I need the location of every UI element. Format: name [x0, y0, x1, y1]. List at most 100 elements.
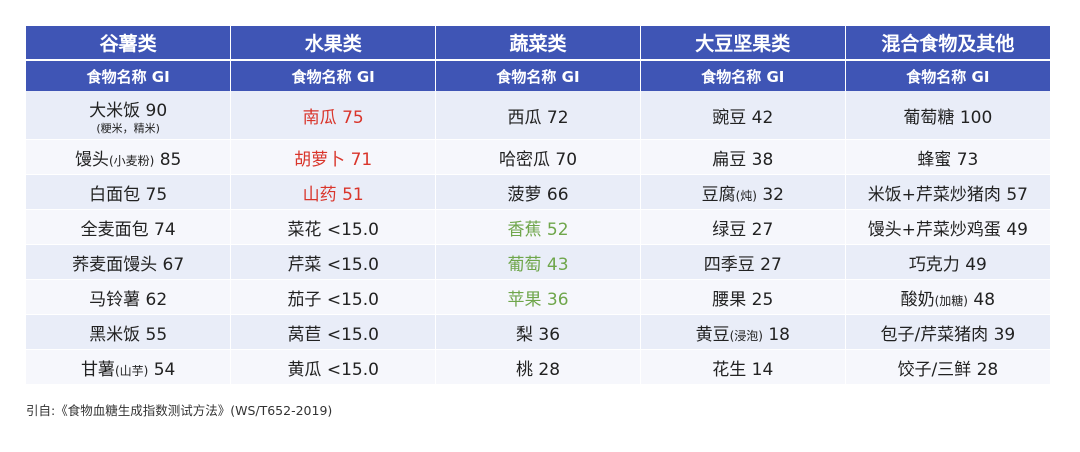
category-header: 谷薯类 [26, 26, 232, 60]
food-cell: 酸奶(加糖) 48 [845, 279, 1050, 315]
food-cell: 西瓜 72 [435, 91, 641, 140]
food-name: 香蕉 [507, 219, 542, 240]
gi-value: 67 [162, 254, 185, 275]
food-cell: 莴苣 <15.0 [230, 314, 437, 350]
food-entry: 包子/芹菜猪肉 39 [880, 325, 1015, 345]
food-name: 蜂蜜 [917, 149, 952, 170]
source-citation: 引自:《食物血糖生成指数测试方法》(WS/T652-2019) [26, 403, 333, 418]
food-cell: 馒头(小麦粉) 85 [26, 139, 232, 175]
gi-value: <15.0 [326, 289, 379, 310]
food-entry: 梨 36 [516, 325, 560, 345]
food-cell: 饺子/三鲜 28 [845, 349, 1050, 385]
food-cell: 巧克力 49 [845, 244, 1050, 280]
table-row: 甘薯(山芋) 54 黄瓜 <15.0 桃 28 花生 14 饺子/三鲜 28 [26, 349, 1050, 385]
food-name: 黄瓜 [287, 359, 322, 380]
food-name: 桃 [515, 359, 533, 380]
food-cell: 四季豆 27 [640, 244, 846, 280]
food-name: 荞麦面馒头 [72, 254, 158, 275]
food-cell: 蜂蜜 73 [845, 139, 1050, 175]
category-header: 混合食物及其他 [845, 26, 1050, 60]
food-name: 菠萝 [507, 184, 542, 205]
food-name: 莴苣 [287, 324, 322, 345]
food-entry: 扁豆 38 [712, 150, 773, 170]
food-cell: 南瓜 75 [230, 91, 437, 140]
food-cell: 胡萝卜 71 [230, 139, 437, 175]
food-qualifier: (山芋) [114, 363, 149, 378]
gi-value: 39 [993, 324, 1016, 345]
food-cell: 黄豆(浸泡) 18 [640, 314, 846, 350]
food-name: 绿豆 [712, 219, 747, 240]
food-entry: 马铃薯 62 [89, 290, 167, 310]
gi-value: <15.0 [326, 254, 379, 275]
gi-value: 52 [546, 219, 569, 240]
food-entry: 花生 14 [712, 360, 773, 380]
food-cell: 马铃薯 62 [26, 279, 232, 315]
food-entry: 蜂蜜 73 [917, 150, 978, 170]
gi-value: 70 [555, 149, 578, 170]
table-row: 白面包 75 山药 51 菠萝 66 豆腐(炖) 32 米饭+芹菜炒猪肉 57 [26, 174, 1050, 210]
food-entry: 菜花 <15.0 [287, 220, 379, 240]
food-cell: 大米饭 90 (粳米，精米) [26, 91, 232, 140]
gi-value: 38 [751, 149, 774, 170]
food-name: 胡萝卜 [294, 149, 346, 170]
food-entry: 苹果 36 [507, 290, 568, 310]
food-entry: 桃 28 [516, 360, 560, 380]
food-name: 花生 [712, 359, 747, 380]
gi-value: 75 [145, 184, 168, 205]
gi-table: 谷薯类 水果类 蔬菜类 大豆坚果类 混合食物及其他 食物名称 GI 食物名称 G… [26, 26, 1050, 385]
column-subheader: 食物名称 GI [845, 59, 1050, 91]
food-entry: 巧克力 49 [909, 255, 987, 275]
food-name: 白面包 [89, 184, 141, 205]
food-cell: 馒头+芹菜炒鸡蛋 49 [845, 209, 1050, 245]
food-entry: 酸奶(加糖) 48 [901, 290, 995, 310]
gi-value: 28 [976, 359, 999, 380]
food-qualifier: (小麦粉) [108, 153, 155, 168]
food-name: 全麦面包 [80, 219, 149, 240]
food-qualifier: (浸泡) [729, 328, 763, 343]
food-entry: 甘薯(山芋) 54 [81, 360, 175, 380]
food-entry: 菠萝 66 [507, 185, 568, 205]
food-entry: 豌豆 42 [712, 108, 773, 128]
food-entry: 绿豆 27 [712, 220, 773, 240]
food-cell: 豌豆 42 [640, 91, 846, 140]
food-entry: 香蕉 52 [507, 220, 568, 240]
food-entry: 黑米饭 55 [89, 325, 167, 345]
food-entry: 米饭+芹菜炒猪肉 57 [868, 185, 1028, 205]
food-note: (粳米，精米) [96, 121, 160, 135]
food-name: 马铃薯 [89, 289, 141, 310]
table-row: 馒头(小麦粉) 85 胡萝卜 71 哈密瓜 70 扁豆 38 蜂蜜 73 [26, 139, 1050, 175]
food-entry: 白面包 75 [89, 185, 167, 205]
category-header: 水果类 [230, 26, 437, 60]
food-name: 馒头 [74, 149, 109, 170]
food-entry: 全麦面包 74 [81, 220, 176, 240]
column-subheader: 食物名称 GI [435, 59, 641, 91]
table-row: 大米饭 90 (粳米，精米) 南瓜 75 西瓜 72 豌豆 42 葡萄糖 100 [26, 91, 1050, 140]
category-header: 大豆坚果类 [640, 26, 846, 60]
gi-value: 66 [546, 184, 569, 205]
gi-value: 71 [350, 149, 373, 170]
food-entry: 芹菜 <15.0 [287, 255, 379, 275]
gi-value: 42 [751, 107, 774, 128]
food-name: 苹果 [507, 289, 542, 310]
food-name: 葡萄糖 [903, 107, 955, 128]
table-row: 马铃薯 62 茄子 <15.0 苹果 36 腰果 25 酸奶(加糖) 48 [26, 279, 1050, 315]
food-entry: 豆腐(炖) 32 [702, 185, 784, 205]
food-cell: 桃 28 [435, 349, 641, 385]
food-cell: 扁豆 38 [640, 139, 846, 175]
food-name: 西瓜 [507, 107, 542, 128]
food-name: 扁豆 [712, 149, 747, 170]
gi-value: 75 [342, 107, 364, 128]
column-subheader: 食物名称 GI [26, 59, 232, 91]
food-entry: 莴苣 <15.0 [287, 325, 379, 345]
food-cell: 花生 14 [640, 349, 846, 385]
food-cell: 绿豆 27 [640, 209, 846, 245]
food-entry: 馒头+芹菜炒鸡蛋 49 [868, 220, 1028, 240]
gi-value: <15.0 [326, 359, 379, 380]
gi-value: 54 [153, 359, 176, 380]
gi-value: 14 [751, 359, 774, 380]
food-name: 哈密瓜 [498, 149, 550, 170]
food-qualifier: (加糖) [934, 293, 968, 308]
food-cell: 黑米饭 55 [26, 314, 232, 350]
food-entry: 葡萄糖 100 [903, 108, 992, 128]
food-name: 黑米饭 [89, 324, 141, 345]
